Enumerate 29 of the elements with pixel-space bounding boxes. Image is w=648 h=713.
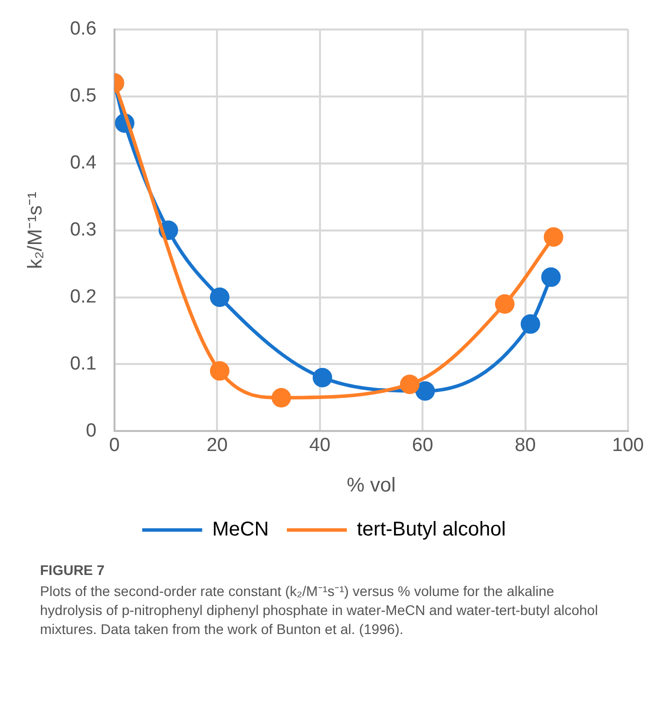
point xyxy=(415,381,435,401)
x-tick-label: 80 xyxy=(514,434,536,456)
x-tick-label: 0 xyxy=(109,434,120,456)
point xyxy=(541,267,561,287)
y-tick-label: 0.3 xyxy=(70,220,96,241)
y-tick-label: 0.2 xyxy=(70,286,96,308)
y-tick-label: 0.1 xyxy=(70,353,96,374)
y-tick-label: 0.4 xyxy=(70,152,97,174)
y-axis-title: k₂/M⁻¹s⁻¹ xyxy=(24,191,47,269)
point xyxy=(520,314,540,334)
point xyxy=(210,361,230,381)
point xyxy=(494,294,514,314)
point xyxy=(544,227,564,247)
point xyxy=(210,288,230,308)
point xyxy=(400,374,420,394)
legend-label: tert-Butyl alcohol xyxy=(356,518,506,541)
caption: FIGURE 7 xyxy=(40,562,106,578)
text: Plots of the second-order rate constant (k₂/M⁻¹s⁻¹) versus % volume for the alkaline hydrolysis of p-nitrophenyl diphenyl phosphate in water-MeCN and water-tert-butyl alcohol mixtures. Data taken from the work of Bunton et al. (1996). xyxy=(40,582,599,639)
x-tick-label: 40 xyxy=(309,434,330,456)
point xyxy=(272,388,292,408)
y-tick-label: 0 xyxy=(86,420,96,442)
y-tick-label: 0.6 xyxy=(70,18,96,40)
x-tick-label: 100 xyxy=(612,434,644,456)
x-tick-label: 60 xyxy=(412,434,434,456)
x-axis-title: % vol xyxy=(346,474,396,497)
legend-label: MeCN xyxy=(212,518,269,541)
y-tick-label: 0.5 xyxy=(70,86,96,107)
point xyxy=(312,368,332,388)
x-tick-label: 20 xyxy=(206,434,228,456)
